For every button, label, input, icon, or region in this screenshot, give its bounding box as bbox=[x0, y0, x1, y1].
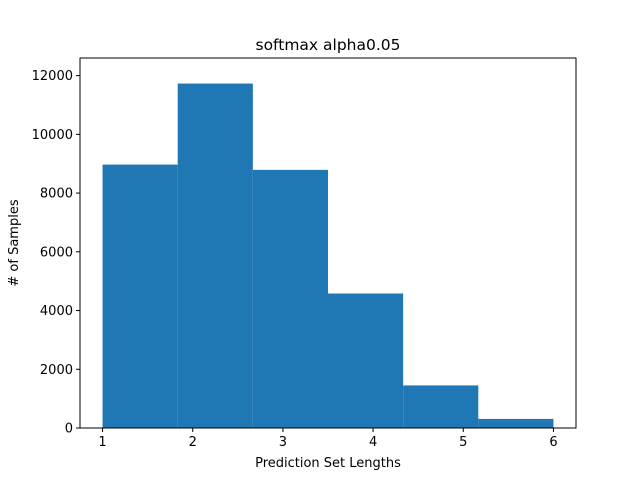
x-tick-label: 2 bbox=[189, 435, 197, 450]
bars-group bbox=[102, 83, 554, 429]
x-axis-label: Prediction Set Lengths bbox=[255, 456, 401, 471]
x-tick-label: 4 bbox=[369, 435, 377, 450]
y-tick-label: 6000 bbox=[40, 245, 73, 260]
x-ticks-group: 1 2 3 4 5 6 bbox=[98, 428, 558, 450]
histogram-bar-1 bbox=[102, 164, 178, 428]
x-tick-label: 3 bbox=[279, 435, 287, 450]
y-axis-label: # of Samples bbox=[7, 199, 22, 286]
y-tick-label: 2000 bbox=[40, 363, 73, 378]
y-tick-label: 12000 bbox=[32, 69, 73, 84]
histogram-bar-6 bbox=[478, 418, 554, 428]
histogram-bar-5 bbox=[403, 385, 479, 428]
x-tick-label: 1 bbox=[98, 435, 106, 450]
x-tick-label: 5 bbox=[459, 435, 467, 450]
x-tick-label: 6 bbox=[549, 435, 557, 450]
histogram-bar-3 bbox=[252, 169, 328, 428]
axes-frame bbox=[79, 57, 577, 429]
histogram-bar-4 bbox=[328, 293, 404, 428]
y-tick-label: 8000 bbox=[40, 187, 73, 202]
y-tick-label: 10000 bbox=[32, 128, 73, 143]
histogram-bar-2 bbox=[177, 83, 253, 429]
y-ticks-group: 0 2000 4000 6000 8000 10000 12000 bbox=[32, 69, 80, 437]
chart-title: softmax alpha0.05 bbox=[256, 36, 401, 54]
y-tick-label: 0 bbox=[65, 422, 73, 437]
y-tick-label: 4000 bbox=[40, 304, 73, 319]
